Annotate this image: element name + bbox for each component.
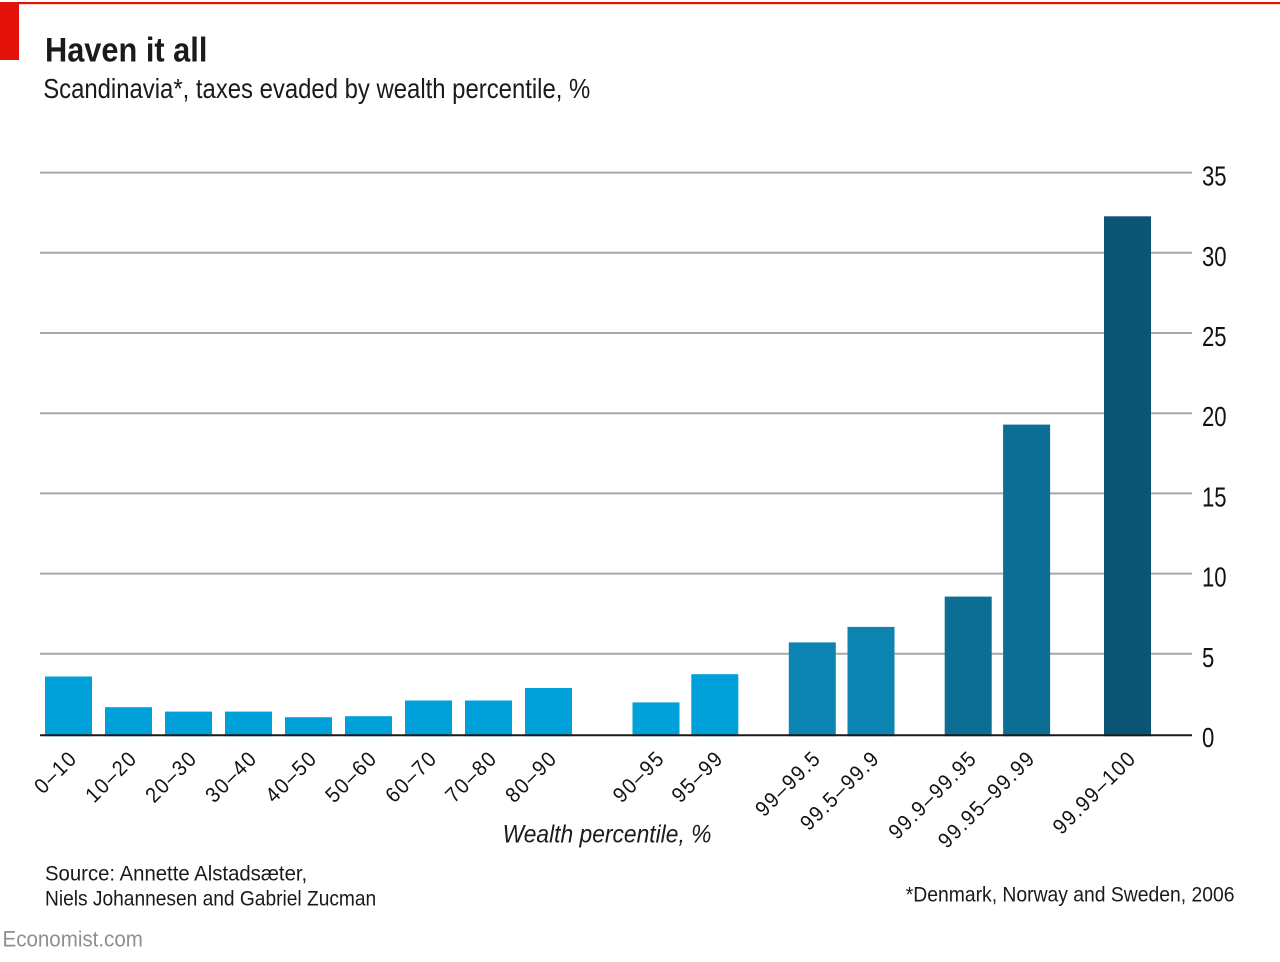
svg-text:*Denmark, Norway and Sweden, 2: *Denmark, Norway and Sweden, 2006 [906,884,1235,907]
svg-text:20: 20 [1202,402,1227,433]
svg-text:25: 25 [1202,322,1227,353]
svg-text:Wealth percentile, %: Wealth percentile, % [503,821,712,849]
svg-text:35: 35 [1202,161,1227,192]
svg-text:10: 10 [1202,562,1227,593]
svg-text:Niels Johannesen and Gabriel Z: Niels Johannesen and Gabriel Zucman [45,888,376,911]
svg-text:5: 5 [1202,642,1214,673]
svg-text:0: 0 [1202,723,1214,754]
svg-text:Source: Annette Alstadsæter,: Source: Annette Alstadsæter, [45,862,307,886]
svg-text:15: 15 [1202,482,1227,513]
svg-text:30: 30 [1202,241,1227,272]
svg-text:Economist.com: Economist.com [3,927,143,952]
svg-text:Haven it all: Haven it all [45,31,207,69]
svg-text:Scandinavia*, taxes evaded by: Scandinavia*, taxes evaded by wealth per… [43,72,590,104]
